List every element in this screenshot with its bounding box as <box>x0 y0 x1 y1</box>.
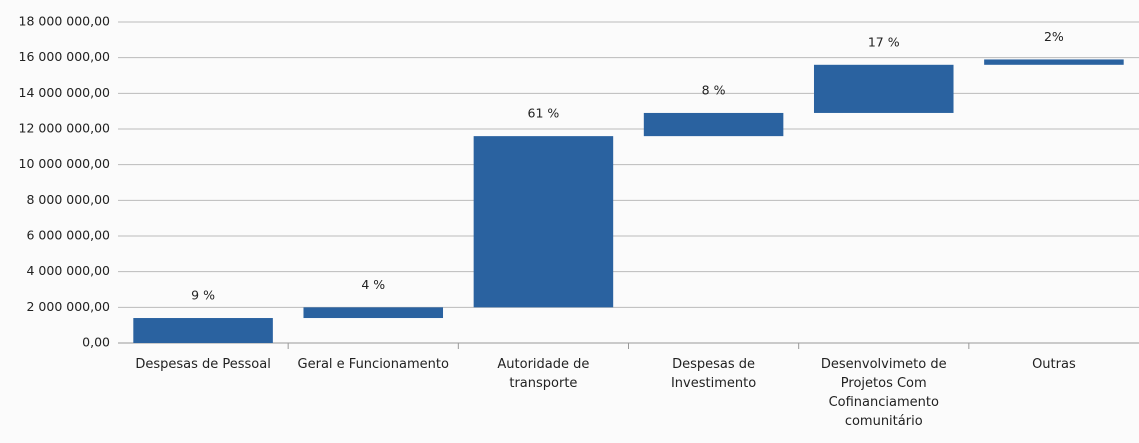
x-tick-label: Desenvolvimeto de Projetos Com Cofinanci… <box>820 357 947 429</box>
y-tick-label: 8 000 000,00 <box>27 192 111 207</box>
bar <box>133 318 273 343</box>
x-tick-label: Despesas de Pessoal <box>135 357 271 372</box>
y-tick-label: 14 000 000,00 <box>19 85 110 100</box>
y-tick-label: 16 000 000,00 <box>19 49 110 64</box>
bar <box>813 64 954 113</box>
bar <box>643 112 784 137</box>
bar <box>473 136 614 308</box>
bar <box>984 59 1124 65</box>
y-tick-label: 12 000 000,00 <box>19 121 110 136</box>
bar <box>303 307 444 319</box>
data-label: 17 % <box>868 34 900 49</box>
y-tick-label: 0,00 <box>82 335 110 350</box>
x-tick-label: Outras <box>1032 357 1076 372</box>
data-label: 2% <box>1044 29 1064 44</box>
data-label: 61 % <box>528 106 560 121</box>
data-label: 8 % <box>702 82 726 97</box>
y-tick-label: 4 000 000,00 <box>27 263 111 278</box>
data-label: 4 % <box>361 277 385 292</box>
x-tick-label: Despesas de Investimento <box>670 357 757 391</box>
y-tick-label: 2 000 000,00 <box>27 299 111 314</box>
x-tick-label: Autoridade de transporte <box>497 357 590 391</box>
data-label: 9 % <box>191 288 215 303</box>
y-tick-label: 10 000 000,00 <box>19 156 110 171</box>
x-tick-label: Geral e Funcionamento <box>297 357 449 372</box>
y-tick-label: 6 000 000,00 <box>27 228 111 243</box>
y-tick-label: 18 000 000,00 <box>19 14 110 29</box>
